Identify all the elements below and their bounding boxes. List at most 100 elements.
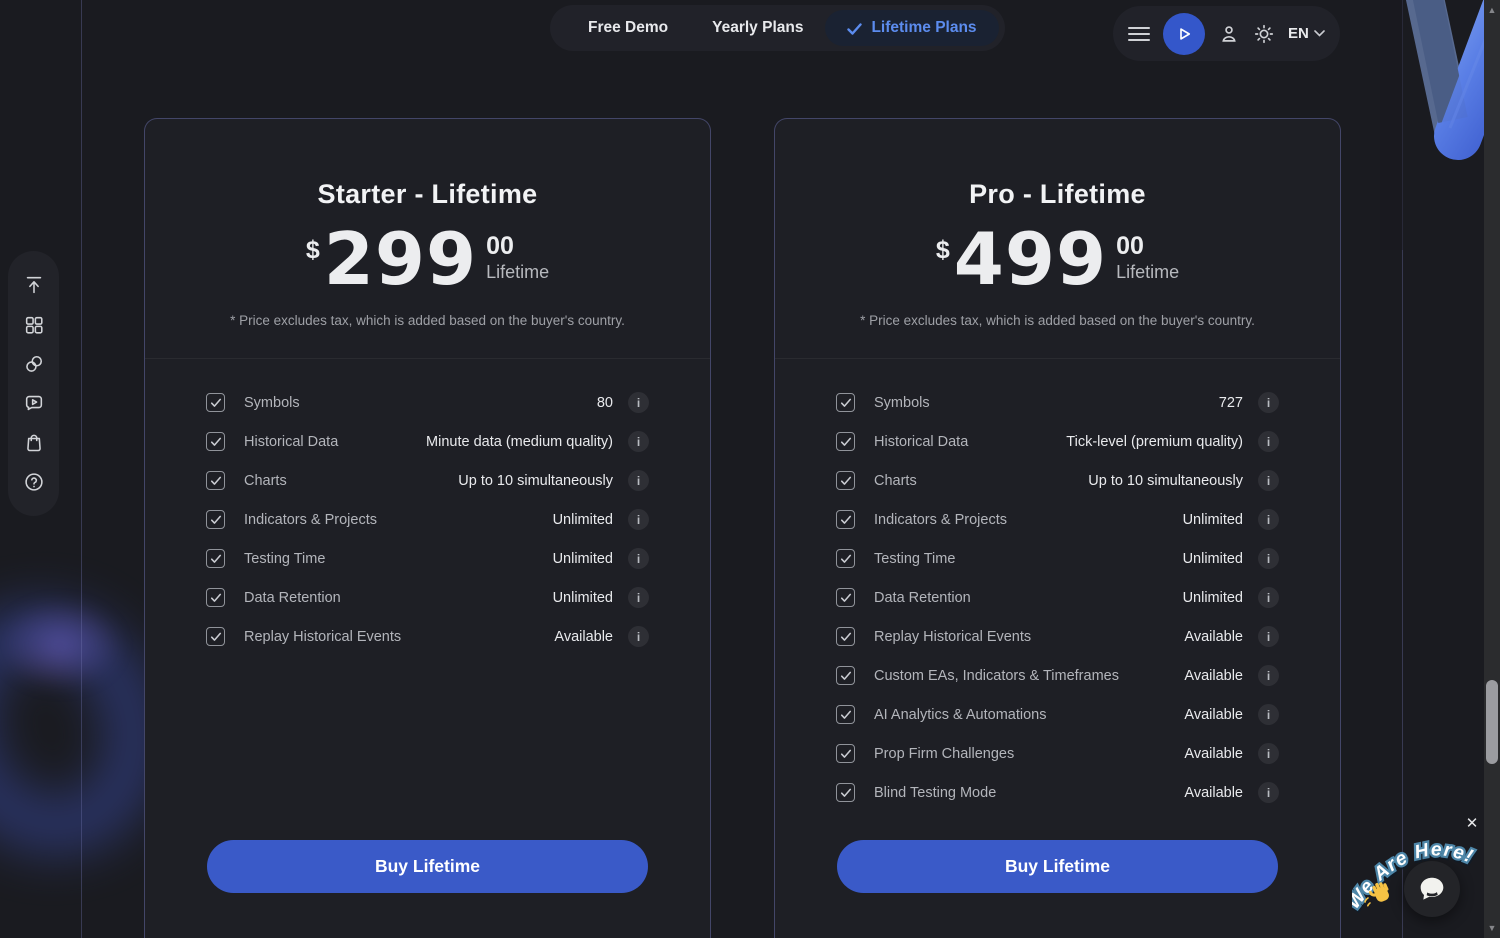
shopping-bag-icon[interactable] [23, 431, 45, 453]
tab-label: Lifetime Plans [871, 19, 977, 36]
buy-lifetime-button[interactable]: Buy Lifetime [837, 840, 1278, 893]
theme-sun-icon[interactable] [1253, 23, 1275, 45]
info-icon[interactable]: i [628, 626, 649, 647]
user-icon[interactable] [1218, 23, 1240, 45]
feature-row: Symbols 727 i [836, 383, 1279, 422]
feature-row: Replay Historical Events Available i [206, 617, 649, 656]
plan-title: Starter - Lifetime [317, 179, 538, 209]
feature-value: Available [1184, 784, 1243, 801]
scroll-up-icon[interactable]: ▲ [1487, 5, 1497, 15]
info-icon[interactable]: i [628, 548, 649, 569]
feature-label: Replay Historical Events [244, 628, 402, 645]
language-selector[interactable]: EN [1288, 25, 1325, 42]
side-rail [8, 251, 59, 516]
feature-value: 727 [1218, 394, 1243, 411]
info-icon[interactable]: i [1258, 587, 1279, 608]
checkbox-checked-icon [836, 393, 855, 412]
info-icon[interactable]: i [1258, 548, 1279, 569]
checkbox-checked-icon [206, 627, 225, 646]
feature-row: Prop Firm Challenges Available i [836, 734, 1279, 773]
feature-list: Symbols 727 i Historical Data Tick-level… [775, 359, 1340, 812]
scroll-down-icon[interactable]: ▼ [1487, 923, 1497, 933]
video-message-icon[interactable] [23, 392, 45, 414]
feature-value: Up to 10 simultaneously [458, 472, 613, 489]
currency-symbol: $ [305, 236, 320, 264]
tab-yearly-plans[interactable]: Yearly Plans [690, 10, 825, 46]
checkbox-checked-icon [206, 549, 225, 568]
price-period: Lifetime [1116, 262, 1180, 282]
info-icon[interactable]: i [1258, 392, 1279, 413]
tax-note: * Price excludes tax, which is added bas… [230, 313, 625, 329]
plan-tabs: Free Demo Yearly Plans Lifetime Plans [550, 5, 1005, 51]
info-icon[interactable]: i [628, 431, 649, 452]
info-icon[interactable]: i [1258, 665, 1279, 686]
chat-launcher-button[interactable] [1404, 861, 1460, 917]
menu-icon[interactable] [1128, 26, 1150, 42]
info-icon[interactable]: i [1258, 470, 1279, 491]
price-cents: 00 [1116, 232, 1144, 260]
checkbox-checked-icon [836, 744, 855, 763]
tab-label: Yearly Plans [712, 19, 804, 36]
play-button[interactable] [1163, 12, 1205, 55]
info-icon[interactable]: i [1258, 509, 1279, 530]
feature-value: Available [1184, 706, 1243, 723]
feature-value: Minute data (medium quality) [426, 433, 613, 450]
feature-label: Indicators & Projects [244, 511, 377, 528]
feature-label: Indicators & Projects [874, 511, 1007, 528]
brand-v-logo [1380, 0, 1484, 250]
feature-value: Unlimited [552, 511, 613, 528]
checkbox-checked-icon [206, 432, 225, 451]
feature-row: Charts Up to 10 simultaneously i [836, 461, 1279, 500]
feature-row: Data Retention Unlimited i [836, 578, 1279, 617]
info-icon[interactable]: i [1258, 743, 1279, 764]
info-icon[interactable]: i [1258, 704, 1279, 725]
help-icon[interactable] [23, 471, 45, 493]
linked-circles-icon[interactable] [23, 353, 45, 375]
tax-note: * Price excludes tax, which is added bas… [860, 313, 1255, 329]
plan-title: Pro - Lifetime [969, 179, 1146, 209]
info-icon[interactable]: i [628, 392, 649, 413]
apps-grid-icon[interactable] [23, 314, 45, 336]
chevron-down-icon [1314, 30, 1325, 37]
info-icon[interactable]: i [1258, 782, 1279, 803]
info-icon[interactable]: i [1258, 431, 1279, 452]
buy-lifetime-button[interactable]: Buy Lifetime [207, 840, 648, 893]
info-icon[interactable]: i [628, 470, 649, 491]
price-period: Lifetime [486, 262, 550, 282]
scrollbar[interactable]: ▲ ▼ [1484, 0, 1500, 938]
feature-value: 80 [596, 394, 613, 411]
feature-row: Charts Up to 10 simultaneously i [206, 461, 649, 500]
info-icon[interactable]: i [628, 509, 649, 530]
checkbox-checked-icon [206, 393, 225, 412]
feature-row: Historical Data Tick-level (premium qual… [836, 422, 1279, 461]
plan-price: $ 299 00 Lifetime [145, 217, 710, 301]
chat-close-icon[interactable]: ✕ [1465, 815, 1479, 832]
feature-label: Data Retention [244, 589, 341, 606]
tab-free-demo[interactable]: Free Demo [566, 10, 690, 46]
checkbox-checked-icon [206, 471, 225, 490]
info-icon[interactable]: i [1258, 626, 1279, 647]
feature-label: Historical Data [874, 433, 969, 450]
feature-label: Data Retention [874, 589, 971, 606]
feature-label: AI Analytics & Automations [874, 706, 1047, 723]
price-amount: 299 [323, 217, 478, 301]
feature-label: Blind Testing Mode [874, 784, 997, 801]
feature-row: Indicators & Projects Unlimited i [836, 500, 1279, 539]
scrollbar-thumb[interactable] [1486, 680, 1498, 764]
feature-label: Testing Time [874, 550, 956, 567]
feature-list: Symbols 80 i Historical Data Minute data… [145, 359, 710, 656]
plan-price: $ 499 00 Lifetime [775, 217, 1340, 301]
feature-label: Charts [244, 472, 287, 489]
tab-lifetime-plans[interactable]: Lifetime Plans [825, 10, 999, 46]
feature-row: Testing Time Unlimited i [836, 539, 1279, 578]
price-amount: 499 [953, 217, 1108, 301]
info-icon[interactable]: i [628, 587, 649, 608]
pin-top-icon[interactable] [23, 274, 45, 296]
feature-value: Available [1184, 667, 1243, 684]
feature-row: Replay Historical Events Available i [836, 617, 1279, 656]
check-icon [847, 22, 863, 35]
checkbox-checked-icon [836, 666, 855, 685]
tab-label: Free Demo [588, 19, 669, 36]
plan-header: Pro - Lifetime $ 499 00 Lifetime * Price… [775, 119, 1340, 359]
price-cents: 00 [486, 232, 514, 260]
